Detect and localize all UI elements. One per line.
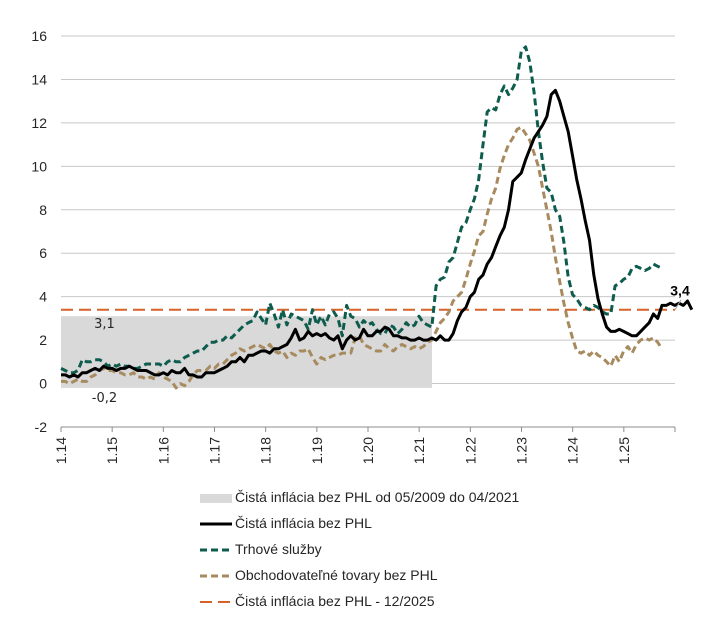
legend-swatch-solid <box>200 517 232 529</box>
y-tick-label: 2 <box>39 332 47 348</box>
legend-label: Obchodovateľné tovary bez PHL <box>235 567 438 583</box>
legend-swatch-longdash-orange <box>200 595 232 607</box>
y-tick-label: 12 <box>31 115 47 131</box>
legend: Čistá inflácia bez PHL od 05/2009 do 04/… <box>200 484 519 614</box>
band-low-label: -0,2 <box>92 391 117 406</box>
legend-swatch-dashed-green <box>200 543 232 555</box>
x-tick-label: 1.25 <box>616 437 632 464</box>
y-tick-label: 0 <box>39 376 47 392</box>
axes: -2 0 2 4 6 8 10 12 14 16 1.14 1.15 1.16 1.17 1.18 1.19 1… <box>31 28 676 464</box>
band-layer <box>61 316 432 388</box>
y-tick-label: -2 <box>35 419 48 435</box>
x-tick-label: 1.22 <box>462 437 478 464</box>
inflation-chart: -2 0 2 4 6 8 10 12 14 16 1.14 1.15 1.16 1.17 1.18 1.19 1… <box>31 28 694 464</box>
y-tick-label: 4 <box>39 289 47 305</box>
historical-range-band <box>61 316 432 388</box>
legend-swatch-band <box>200 491 232 503</box>
x-tick-label: 1.16 <box>155 437 171 464</box>
legend-label: Čistá inflácia bez PHL - 12/2025 <box>235 593 435 609</box>
series-line--ist-infl-cia-bez-phl <box>61 88 694 379</box>
x-tick-label: 1.24 <box>565 437 581 464</box>
x-tick-label: 1.23 <box>514 437 530 464</box>
series-layer <box>60 45 694 390</box>
legend-swatch-dashed-tan <box>200 569 232 581</box>
x-tick-label: 1.17 <box>207 437 223 464</box>
legend-item-core-inflation: Čistá inflácia bez PHL <box>200 510 519 536</box>
x-tick-label: 1.15 <box>104 437 120 464</box>
legend-item-reference-line: Čistá inflácia bez PHL - 12/2025 <box>200 588 519 614</box>
legend-item-market-services: Trhové služby <box>200 536 519 562</box>
reference-label-leader <box>674 299 682 310</box>
y-tick-label: 10 <box>31 158 47 174</box>
y-tick-label: 8 <box>39 202 47 218</box>
legend-label: Čistá inflácia bez PHL od 05/2009 do 04/… <box>235 489 520 505</box>
legend-label: Čistá inflácia bez PHL <box>235 515 372 531</box>
y-tick-label: 14 <box>31 71 47 87</box>
y-tick-label: 6 <box>39 245 47 261</box>
series-line-trhov-slu-by <box>60 45 663 375</box>
legend-label: Trhové služby <box>235 541 322 557</box>
x-tick-label: 1.21 <box>411 437 427 464</box>
reference-line-label: 3,4 <box>670 283 690 299</box>
legend-item-band: Čistá inflácia bez PHL od 05/2009 do 04/… <box>200 484 519 510</box>
x-tick-label: 1.18 <box>258 437 274 464</box>
annotations: 3,1 -0,2 3,4 <box>92 283 690 406</box>
x-tick-label: 1.14 <box>53 437 69 464</box>
x-tick-label: 1.19 <box>309 437 325 464</box>
x-tick-label: 1.20 <box>360 437 376 464</box>
band-high-label: 3,1 <box>94 317 115 332</box>
legend-item-tradable-goods: Obchodovateľné tovary bez PHL <box>200 562 519 588</box>
y-tick-label: 16 <box>31 28 47 44</box>
